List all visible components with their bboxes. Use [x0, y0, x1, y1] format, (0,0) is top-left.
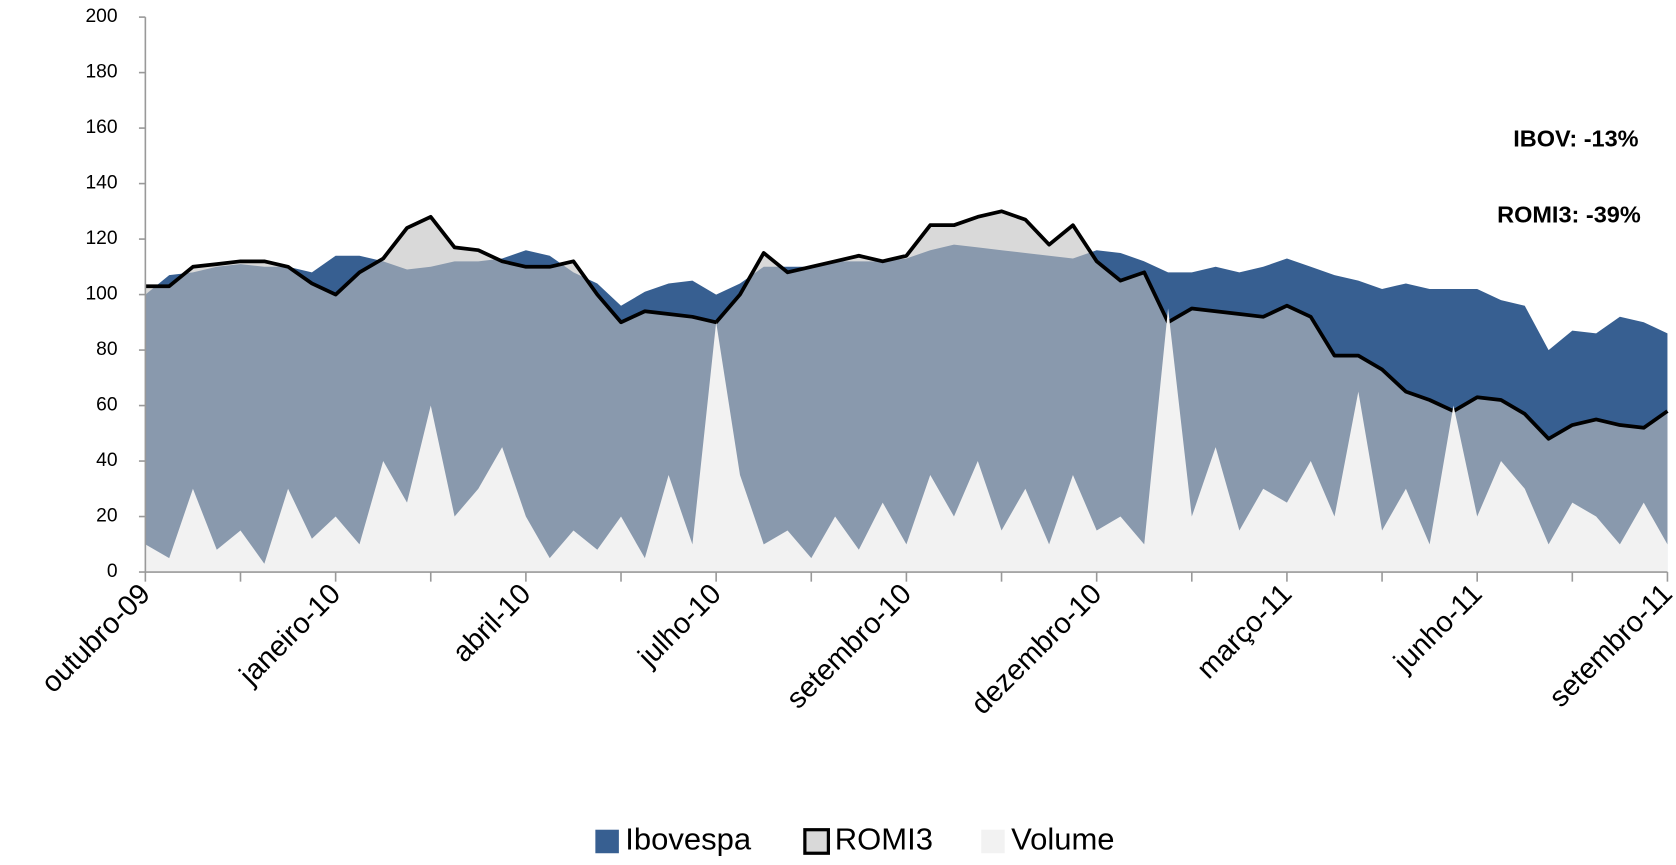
x-tick-label: setembro-10: [781, 578, 918, 715]
y-tick-label: 180: [85, 62, 117, 83]
area: [145, 211, 1668, 573]
x-tick-label: abril-10: [447, 578, 538, 669]
legend-label: Volume: [1011, 822, 1114, 857]
annotation: ROMI3: -39%: [1497, 201, 1641, 227]
line: [145, 209, 1669, 441]
legend-label: Ibovespa: [625, 822, 752, 857]
y-tick-label: 80: [96, 339, 117, 360]
y-tick-label: 40: [96, 450, 117, 471]
y-tick-label: 120: [85, 228, 117, 249]
y-tick-label: 0: [107, 561, 118, 582]
legend-swatch: [981, 829, 1005, 854]
x-tick-label: setembro-11: [1543, 578, 1676, 714]
area: [145, 308, 1668, 573]
y-tick-label: 140: [85, 173, 117, 194]
y-tick-label: 60: [96, 395, 117, 416]
x-tick-label: março-11: [1191, 578, 1298, 685]
x-tick-label: junho-11: [1387, 578, 1488, 679]
x-tick-label: julho-10: [632, 578, 728, 674]
legend-label: ROMI3: [835, 822, 933, 857]
annotation: IBOV: -13%: [1513, 125, 1638, 151]
y-tick-label: 160: [85, 117, 117, 138]
x-tick-label: janeiro-10: [233, 578, 347, 692]
y-tick-label: 100: [85, 284, 117, 305]
y-tick-label: 200: [85, 6, 117, 27]
x-tick-label: outubro-09: [35, 578, 156, 699]
legend-swatch: [803, 828, 830, 855]
y-tick-label: 20: [96, 506, 117, 527]
legend-swatch: [595, 829, 619, 854]
x-tick-label: dezembro-10: [965, 578, 1108, 721]
